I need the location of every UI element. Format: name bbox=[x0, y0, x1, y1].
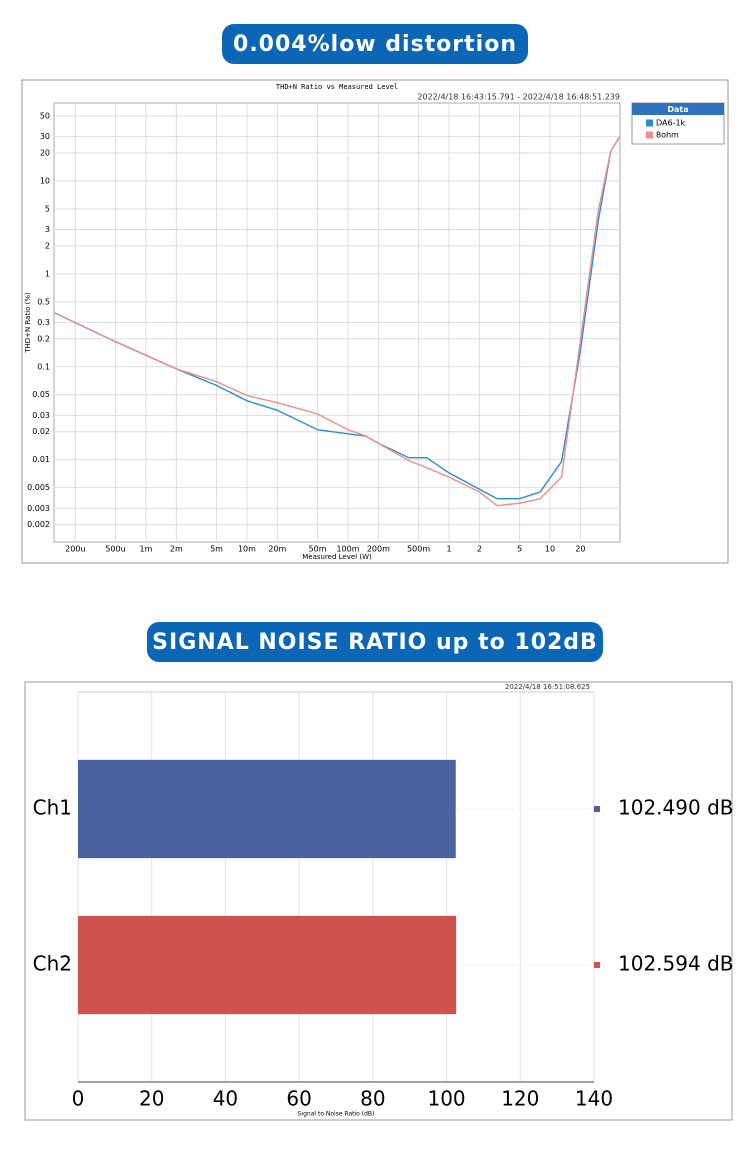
y-tick-label: 0.005 bbox=[27, 483, 50, 492]
y-tick-label: 0.2 bbox=[37, 334, 50, 343]
x-tick-label: 80 bbox=[360, 1087, 385, 1111]
y-tick-label: 30 bbox=[40, 132, 50, 141]
y-tick-label: 20 bbox=[40, 148, 50, 157]
x-tick-label: 0 bbox=[72, 1087, 85, 1111]
y-tick-label: 0.02 bbox=[32, 427, 50, 436]
x-tick-label: 40 bbox=[213, 1087, 238, 1111]
x-tick-label: 10 bbox=[545, 545, 555, 554]
legend-label: DA6-1k bbox=[656, 119, 686, 128]
y-tick-label: 0.01 bbox=[32, 455, 50, 464]
y-tick-label: 5 bbox=[45, 204, 50, 213]
banner-text: SIGNAL NOISE RATIO up to 102dB bbox=[152, 630, 598, 655]
x-tick-label: 1 bbox=[446, 545, 451, 554]
category-label: Ch2 bbox=[33, 952, 72, 976]
legend-swatch bbox=[646, 119, 653, 127]
y-tick-label: 0.03 bbox=[32, 411, 50, 420]
y-tick-label: 0.05 bbox=[32, 390, 50, 399]
x-tick-label: 1m bbox=[139, 545, 152, 554]
x-tick-label: 500u bbox=[105, 545, 125, 554]
x-tick-label: 20 bbox=[575, 545, 585, 554]
y-tick-label: 0.003 bbox=[27, 504, 50, 513]
y-tick-label: 3 bbox=[45, 225, 50, 234]
value-label: 102.490 dB bbox=[618, 796, 733, 820]
bar bbox=[78, 915, 457, 1015]
legend-swatch bbox=[594, 962, 600, 968]
value-label: 102.594 dB bbox=[618, 952, 733, 976]
x-tick-label: 200m bbox=[367, 545, 390, 554]
banner-text: 0.004%low distortion bbox=[233, 32, 517, 57]
x-tick-label: 20m bbox=[268, 545, 286, 554]
y-tick-label: 0.3 bbox=[37, 318, 50, 327]
x-tick-label: 100m bbox=[336, 545, 359, 554]
y-tick-label: 0.1 bbox=[37, 362, 50, 371]
y-tick-label: 2 bbox=[45, 241, 50, 250]
x-tick-label: 140 bbox=[575, 1087, 613, 1111]
legend-label: 8ohm bbox=[656, 131, 679, 140]
legend-swatch bbox=[646, 131, 653, 139]
legend-title: Data bbox=[667, 105, 688, 114]
x-tick-label: 20 bbox=[139, 1087, 164, 1111]
x-tick-label: 5 bbox=[517, 545, 522, 554]
y-tick-label: 10 bbox=[40, 176, 50, 185]
series-line bbox=[54, 136, 621, 507]
x-tick-label: 2m bbox=[170, 545, 183, 554]
banner bbox=[147, 622, 603, 662]
x-axis-label: Signal to Noise Ratio (dB) bbox=[298, 1111, 375, 1118]
y-axis-label: THD+N Ratio (%) bbox=[24, 292, 32, 354]
x-tick-label: 60 bbox=[286, 1087, 311, 1111]
y-tick-label: 1 bbox=[45, 269, 50, 278]
banner bbox=[222, 24, 528, 64]
x-tick-label: 50m bbox=[309, 545, 327, 554]
x-tick-label: 500m bbox=[407, 545, 430, 554]
x-axis-label: Measured Level (W) bbox=[302, 553, 372, 561]
legend-header bbox=[632, 103, 724, 115]
x-tick-label: 5m bbox=[210, 545, 223, 554]
timestamp: 2022/4/18 16:51:08.625 bbox=[505, 683, 590, 691]
bar bbox=[78, 759, 456, 859]
category-label: Ch1 bbox=[33, 796, 72, 820]
x-tick-label: 100 bbox=[427, 1087, 465, 1111]
plot-area bbox=[77, 691, 595, 1083]
chart-title: THD+N Ratio vs Measured Level bbox=[276, 83, 398, 91]
y-tick-label: 0.5 bbox=[37, 297, 50, 306]
timestamp: 2022/4/18 16:43:15.791 - 2022/4/18 16:48… bbox=[417, 93, 620, 102]
x-tick-label: 10m bbox=[238, 545, 256, 554]
legend-swatch bbox=[594, 806, 600, 812]
y-tick-label: 0.002 bbox=[27, 520, 50, 529]
x-tick-label: 2 bbox=[477, 545, 482, 554]
x-tick-label: 200u bbox=[65, 545, 85, 554]
y-tick-label: 50 bbox=[40, 111, 50, 120]
x-tick-label: 120 bbox=[501, 1087, 539, 1111]
